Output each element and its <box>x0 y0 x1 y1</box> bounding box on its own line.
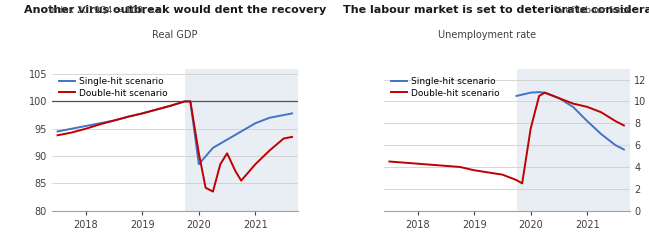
Text: Unemployment rate: Unemployment rate <box>438 30 536 40</box>
Text: % of labour force: % of labour force <box>554 6 632 15</box>
Text: Another virus outbreak would dent the recovery: Another virus outbreak would dent the re… <box>24 5 326 15</box>
Text: Real GDP: Real GDP <box>152 30 197 40</box>
Bar <box>517 69 635 211</box>
Legend: Single-hit scenario, Double-hit scenario: Single-hit scenario, Double-hit scenario <box>59 77 167 98</box>
Text: Index 2019Q4 = 100, s.a.: Index 2019Q4 = 100, s.a. <box>49 6 165 15</box>
Legend: Single-hit scenario, Double-hit scenario: Single-hit scenario, Double-hit scenario <box>391 77 499 98</box>
Bar <box>185 69 303 211</box>
Text: The labour market is set to deteriorate considerably: The labour market is set to deteriorate … <box>343 5 649 15</box>
